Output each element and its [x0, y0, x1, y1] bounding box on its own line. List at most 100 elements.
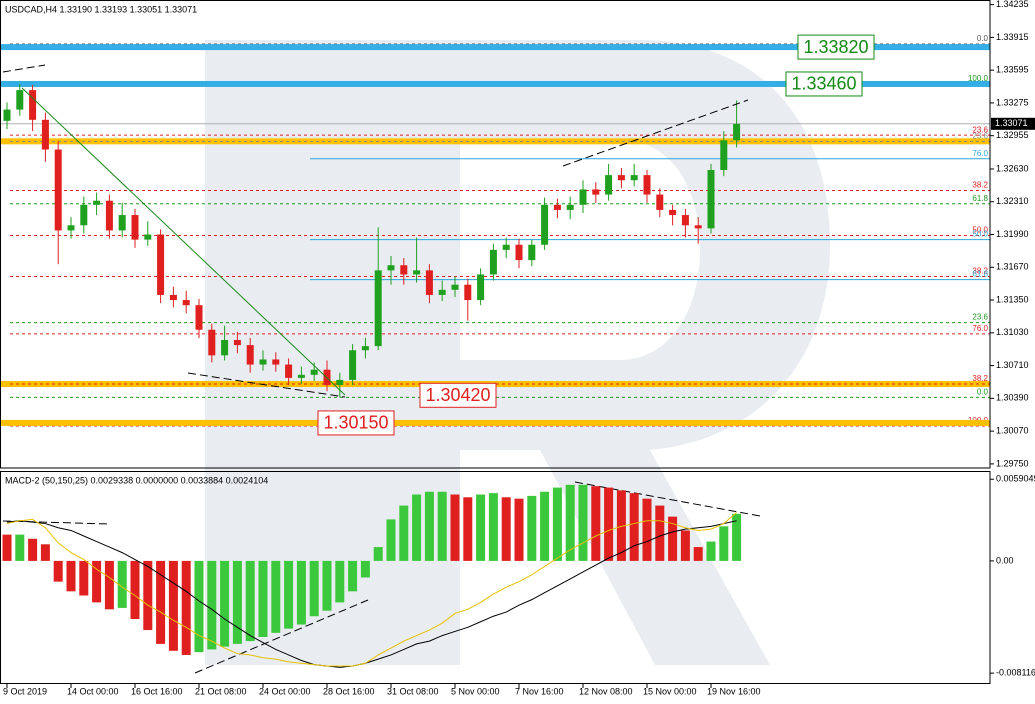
y-tick-label: 0.0059049 [996, 474, 1035, 484]
histogram-bar [501, 497, 511, 561]
histogram-bar [399, 505, 409, 561]
candle-body [477, 274, 485, 301]
candle-body [259, 359, 267, 365]
fib-label: 38.2 [972, 374, 988, 383]
x-tick-label: 14 Oct 00:00 [67, 686, 119, 696]
histogram-bar [552, 487, 562, 561]
level-label: 1.30150 [323, 413, 388, 433]
candle-body [579, 189, 587, 205]
histogram-bar [616, 490, 626, 561]
candle-body [16, 90, 24, 110]
x-tick-label: 19 Nov 16:00 [707, 686, 761, 696]
level-band [0, 80, 990, 87]
histogram-bar [271, 560, 281, 633]
histogram-bar [79, 560, 89, 596]
candle-body [285, 364, 293, 378]
histogram-bar [284, 560, 294, 629]
trend-line [2, 64, 46, 73]
candle-body [3, 109, 11, 121]
histogram-bar [220, 560, 230, 647]
histogram-bar [514, 498, 524, 561]
histogram-bar [591, 486, 601, 561]
candle-body [566, 204, 574, 210]
candle-body [310, 369, 318, 375]
candle-body [169, 294, 177, 301]
candle-body [349, 350, 357, 380]
x-tick-label: 31 Oct 08:00 [387, 686, 439, 696]
macd-panel-border [0, 471, 991, 684]
fib-label: 76.0 [972, 149, 988, 158]
y-tick-label: 1.31350 [996, 294, 1029, 304]
histogram-bar [732, 513, 742, 561]
x-tick-label: 24 Oct 00:00 [259, 686, 311, 696]
histogram-bar [565, 484, 575, 561]
histogram-bar [245, 560, 255, 642]
histogram-bar [412, 494, 422, 561]
x-tick-label: 15 Nov 00:00 [643, 686, 697, 696]
y-tick-label: 1.33595 [996, 65, 1029, 75]
candle-body [246, 345, 254, 365]
candle-body [157, 234, 165, 295]
level-label-box [797, 34, 875, 60]
candle-body [182, 300, 190, 306]
histogram-bar [117, 560, 127, 608]
fib-label: 50.0 [972, 226, 988, 235]
candle-body [387, 265, 395, 271]
y-tick-label: 1.34235 [996, 0, 1029, 9]
histogram-bar [309, 560, 319, 617]
candle-body [413, 270, 421, 275]
candle-body [643, 175, 651, 195]
candle-body [208, 329, 216, 356]
x-tick-label: 16 Oct 16:00 [131, 686, 183, 696]
x-tick-label: 5 Nov 00:00 [451, 686, 500, 696]
x-tick-label: 9 Oct 2019 [3, 686, 47, 696]
price-panel-border [0, 0, 991, 469]
trend-line [21, 87, 346, 396]
candle-body [720, 140, 728, 170]
fib-label: 0.0 [977, 387, 989, 396]
histogram-bar [719, 526, 729, 561]
histogram-bar [143, 560, 153, 631]
histogram-bar [156, 560, 166, 644]
candle-body [41, 119, 49, 150]
candle-body [515, 244, 523, 261]
candle-body [272, 359, 280, 365]
histogram-bar [578, 484, 588, 561]
histogram-bar [437, 491, 447, 561]
x-tick-label: 7 Nov 16:00 [515, 686, 564, 696]
fib-label: 100.0 [968, 74, 989, 83]
fib-label: 61.8 [972, 194, 988, 203]
candle-body [221, 339, 229, 356]
histogram-bar [296, 560, 306, 625]
fib-label: 76.0 [972, 324, 988, 333]
candle-body [630, 175, 638, 181]
candle-body [694, 225, 702, 229]
candle-body [617, 175, 625, 181]
histogram-bar [322, 560, 332, 611]
histogram-bar [53, 560, 63, 582]
histogram-bar [335, 560, 345, 603]
last-price-box [991, 117, 1035, 130]
histogram-bar [527, 495, 537, 561]
histogram-bar [655, 505, 665, 561]
histogram-bar [668, 516, 678, 561]
histogram-bar [232, 560, 242, 644]
fib-label: 23.6 [972, 313, 988, 322]
candle-body [451, 284, 459, 290]
histogram-bar [40, 544, 50, 561]
trend-line [562, 99, 749, 167]
candle-body [297, 374, 305, 378]
histogram-bar [540, 491, 550, 561]
histogram-bar [642, 498, 652, 561]
histogram-bar [680, 530, 690, 561]
y-tick-label: -0.008116 [996, 668, 1035, 678]
macd-line [6, 512, 737, 667]
macd-header: MACD-2 (50,150,25) 0.0029338 0.0000000 0… [5, 475, 268, 485]
price-panel: 1.34235 1.33915 1.33595 1.33275 1.32955 1.326… [0, 0, 1035, 468]
level-label: 1.30420 [425, 385, 490, 405]
candle-body [553, 204, 561, 210]
candle-body [118, 215, 126, 231]
histogram-bar [168, 560, 178, 651]
candle-body [489, 249, 497, 275]
